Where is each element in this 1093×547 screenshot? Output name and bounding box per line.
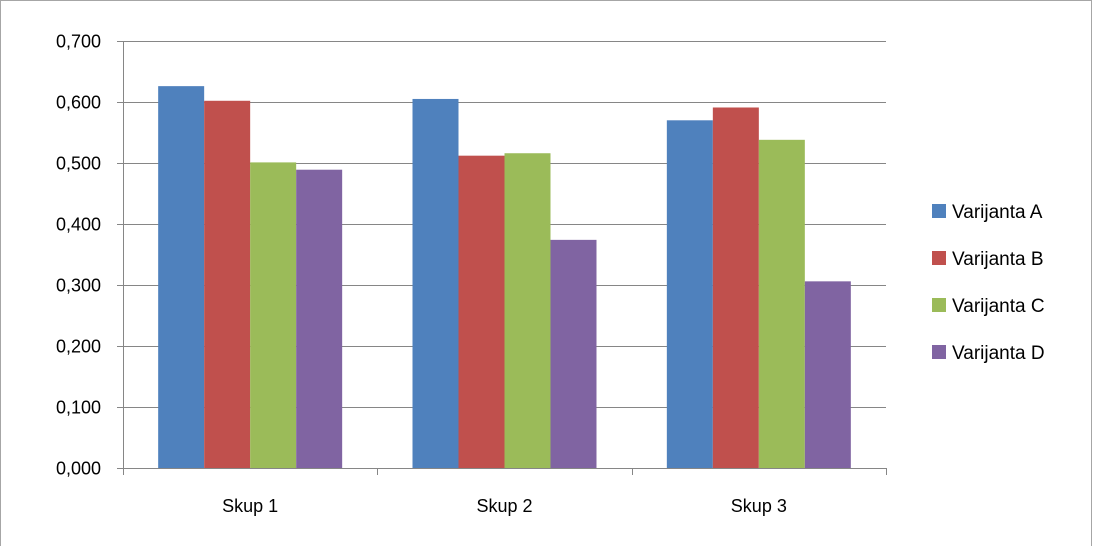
- y-tick-label: 0,600: [56, 93, 101, 113]
- y-tick-label: 0,700: [56, 32, 101, 52]
- legend-label: Varijanta B: [952, 249, 1044, 270]
- y-tick-label: 0,500: [56, 154, 101, 174]
- bar: [712, 107, 759, 469]
- legend-swatch: [932, 251, 946, 265]
- legend-swatch: [932, 345, 946, 359]
- legend-swatch: [932, 298, 946, 312]
- bar: [758, 139, 805, 468]
- bar: [158, 86, 205, 468]
- bar: [504, 153, 551, 469]
- x-tick-label: Skup 1: [222, 496, 278, 516]
- legend-label: Varijanta D: [952, 343, 1045, 364]
- legend-swatch: [932, 204, 946, 218]
- y-tick-label: 0,100: [56, 398, 101, 418]
- legend-label: Varijanta C: [952, 296, 1045, 317]
- bar: [250, 162, 297, 468]
- y-tick-label: 0,300: [56, 276, 101, 296]
- y-tick-label: 0,400: [56, 215, 101, 235]
- bar: [458, 155, 505, 468]
- y-tick-label: 0,200: [56, 337, 101, 357]
- bar: [804, 281, 851, 468]
- bar: [204, 100, 251, 468]
- x-tick-label: Skup 3: [731, 496, 787, 516]
- bar: [550, 239, 597, 468]
- bar: [296, 169, 343, 468]
- legend-label: Varijanta A: [952, 202, 1043, 223]
- y-tick-label: 0,000: [56, 459, 101, 479]
- x-tick-label: Skup 2: [476, 496, 532, 516]
- bar: [412, 98, 459, 468]
- bar: [666, 120, 713, 469]
